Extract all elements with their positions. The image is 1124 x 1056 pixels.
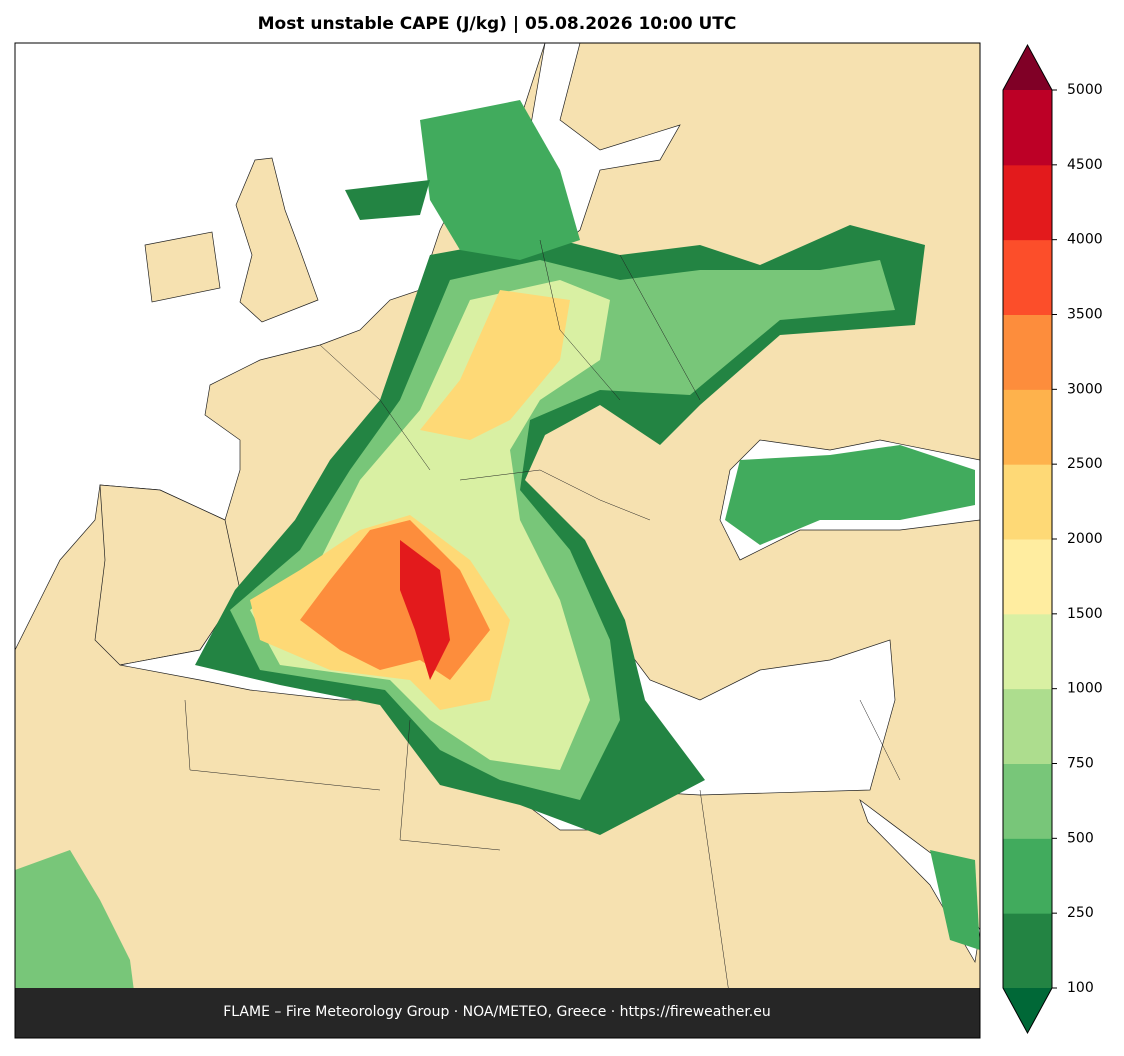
colorbar-label: 3500 [1067, 307, 1103, 323]
colorbar-bin [1003, 763, 1052, 839]
colorbar-over [1003, 45, 1052, 90]
colorbar-label: 750 [1067, 756, 1094, 772]
footer-bar [15, 988, 980, 1038]
cape-area [725, 445, 975, 545]
colorbar-label: 1000 [1067, 681, 1103, 697]
colorbar-bin [1003, 314, 1052, 390]
colorbar-label: 1500 [1067, 606, 1103, 622]
colorbar-label: 500 [1067, 830, 1094, 846]
map-title: Most unstable CAPE (J/kg) | 05.08.2026 1… [258, 14, 737, 34]
colorbar-bin [1003, 688, 1052, 764]
country-borders [184, 239, 901, 1001]
cape-field [15, 100, 980, 1038]
colorbar-label: 3000 [1067, 381, 1103, 397]
map: FLAME – Fire Meteorology Group · NOA/MET… [15, 43, 980, 1038]
colorbar-bin [1003, 613, 1052, 690]
colorbar-bin [1003, 464, 1052, 540]
colorbar-label: 2000 [1067, 531, 1103, 547]
colorbar-bin [1003, 838, 1052, 914]
cape-area [400, 540, 450, 680]
colorbar-label: 250 [1067, 905, 1094, 921]
colorbar-bin [1003, 389, 1052, 465]
colorbar-bin [1003, 913, 1052, 989]
colorbar-under [1003, 988, 1052, 1033]
ireland [144, 231, 221, 303]
colorbar-label: 100 [1067, 980, 1094, 996]
cape-area [345, 180, 430, 220]
great-britain [235, 157, 319, 323]
colorbar-bin [1003, 90, 1052, 166]
colorbar-bin [1003, 239, 1052, 315]
cape-area [420, 290, 570, 440]
cape-area [420, 100, 580, 260]
map-frame [14, 42, 981, 1039]
cape-area [930, 850, 980, 950]
colorbar-label: 5000 [1067, 82, 1103, 98]
colorbar-label: 2500 [1067, 456, 1103, 472]
colorbar: 100 250 500 750 1000 1500 2000 2500 3000 3500 4000… [1002, 43, 1103, 1035]
colorbar-label: 4000 [1067, 232, 1103, 248]
colorbar-label: 4500 [1067, 157, 1103, 173]
colorbar-bin [1003, 164, 1052, 241]
colorbar-bin [1003, 539, 1052, 615]
footer-text: FLAME – Fire Meteorology Group · NOA/MET… [223, 1004, 771, 1020]
